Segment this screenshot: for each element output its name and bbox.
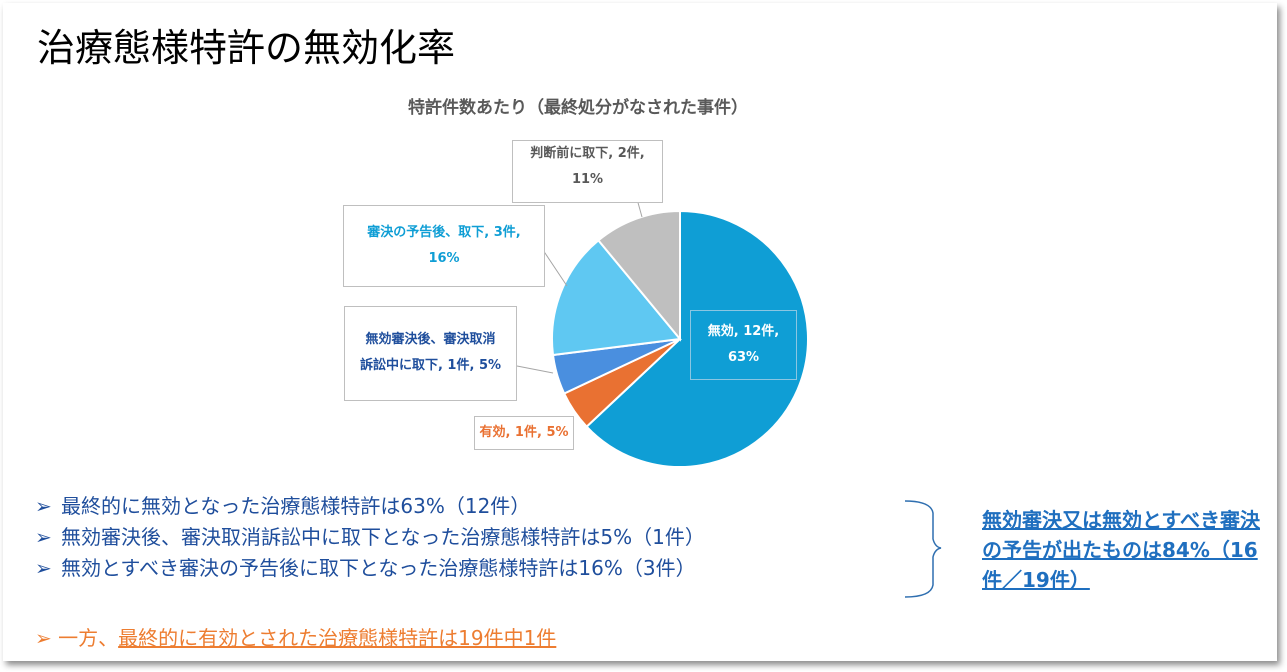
pie-slice-3 xyxy=(551,238,682,357)
chart-title: 特許件数あたり（最終処分がなされた事件） xyxy=(408,98,748,118)
slide: 治療態様特許の無効化率 特許件数あたり（最終処分がなされた事件） 判断前に取下,… xyxy=(3,3,1277,661)
bullet-list: ➢ 最終的に無効となった治療態様特許は63%（12件） ➢ 無効審決後、審決取消訴訟… xyxy=(35,491,705,584)
data-label-invalid: 無効, 12件, 63% xyxy=(690,310,797,380)
data-label-valid: 有効, 1件, 5% xyxy=(474,416,574,450)
data-label-notice-withdrawn: 審決の予告後、取下, 3件, 16% xyxy=(343,205,545,287)
list-item: ➢ 無効審決後、審決取消訴訟中に取下となった治療態様特許は5%（1件） xyxy=(35,525,705,549)
list-item: ➢ 無効とすべき審決の予告後に取下となった治療態様特許は16%（3件） xyxy=(35,556,696,580)
summary-text: 無効審決又は無効とすべき審決の予告が出たものは84%（16件／19件） xyxy=(982,508,1260,592)
data-label-invalid-withdrawn: 無効審決後、審決取消 訴訟中に取下, 1件, 5% xyxy=(344,306,517,401)
pie-slice-4 xyxy=(597,209,681,342)
leader-line-notice-withdrawn xyxy=(542,249,568,287)
note-text: ➢ 一方、最終的に有効とされた治療態様特許は19件中1件 xyxy=(35,626,557,650)
pie-chart xyxy=(516,198,809,468)
list-item: ➢ 最終的に無効となった治療態様特許は63%（12件） xyxy=(35,494,531,518)
data-label-pre-withdrawn: 判断前に取下, 2件, 11% xyxy=(512,140,663,203)
brace-icon xyxy=(904,500,942,598)
page-title: 治療態様特許の無効化率 xyxy=(37,26,456,70)
leader-line-invalid-withdrawn xyxy=(516,365,554,374)
